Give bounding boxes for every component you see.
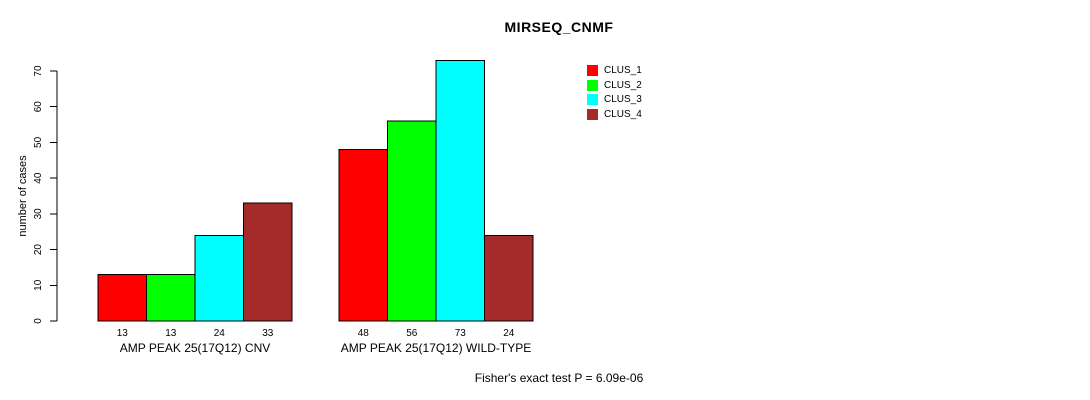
bar-clus_3	[194, 234, 244, 322]
legend-label: CLUS_2	[604, 79, 642, 91]
bar-value-label: 56	[406, 328, 418, 339]
bar-clus_2	[387, 120, 437, 322]
y-tick-label: 20	[33, 244, 44, 256]
y-tick-label: 40	[33, 172, 44, 184]
chart-title: MIRSEQ_CNMF	[504, 19, 614, 35]
bar-value-label: 33	[262, 328, 274, 339]
bar-value-label: 73	[455, 328, 467, 339]
legend-swatch-clus_1	[587, 65, 598, 76]
legend-label: CLUS_3	[604, 94, 642, 105]
legend-row: CLUS_1	[587, 65, 642, 76]
bar-value-label: 24	[214, 328, 226, 339]
bar-value-label: 13	[165, 328, 177, 339]
bar-clus_1	[338, 149, 388, 322]
y-tick-label: 0	[33, 318, 44, 324]
bar-clus_2	[146, 274, 196, 322]
legend-label: CLUS_1	[604, 65, 642, 76]
legend-swatch-clus_3	[587, 94, 598, 105]
legend-row: CLUS_2	[587, 79, 642, 91]
bar-value-label: 13	[117, 328, 129, 339]
y-tick-label: 70	[33, 65, 44, 77]
y-tick-label: 60	[33, 101, 44, 113]
legend-label: CLUS_4	[604, 108, 642, 120]
bar-clus_3	[435, 59, 485, 322]
legend-swatch-clus_4	[587, 108, 598, 120]
bar-clus_4	[484, 234, 534, 322]
legend: CLUS_1 CLUS_2 CLUS_3 CLUS_4	[587, 65, 642, 123]
bar-value-label: 48	[358, 328, 370, 339]
legend-row: CLUS_4	[587, 108, 642, 120]
bar-clus_1	[97, 274, 147, 322]
y-tick-label: 50	[33, 136, 44, 148]
y-tick-label: 10	[33, 279, 44, 291]
fisher-test-note: Fisher's exact test P = 6.09e-06	[474, 371, 644, 385]
bar-value-label: 24	[503, 328, 515, 339]
y-tick-label: 30	[33, 208, 44, 220]
group-label: AMP PEAK 25(17Q12) WILD-TYPE	[341, 341, 532, 355]
legend-row: CLUS_3	[587, 94, 642, 105]
y-axis-title: number of cases	[17, 155, 29, 237]
legend-swatch-clus_2	[587, 79, 598, 91]
group-label: AMP PEAK 25(17Q12) CNV	[120, 341, 271, 355]
bar-clus_4	[243, 202, 293, 322]
